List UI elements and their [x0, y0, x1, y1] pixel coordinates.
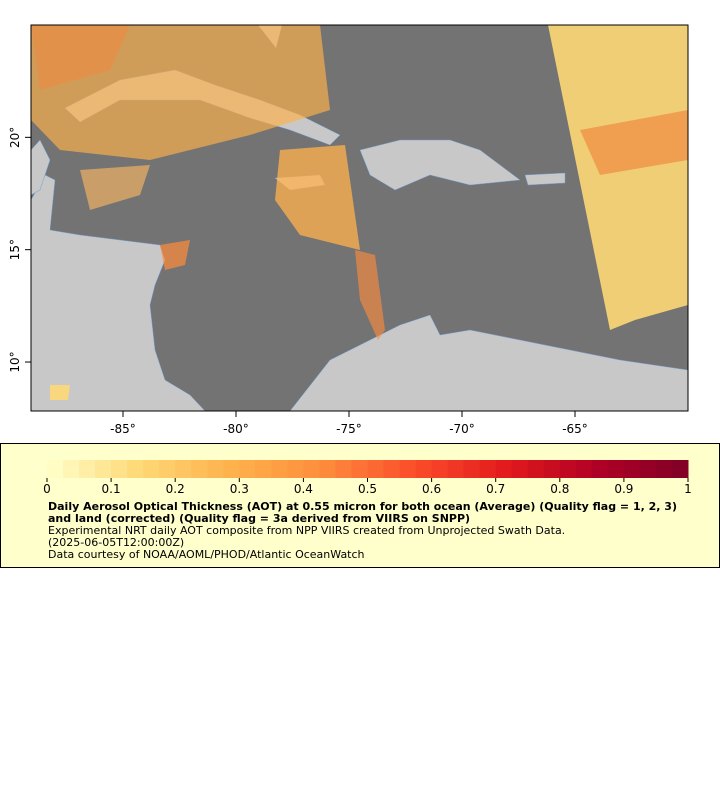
colorbar-cell [287, 460, 304, 478]
aerosol-patch [355, 250, 385, 340]
colorbar-tick-label: 0.9 [614, 482, 633, 496]
colorbar-cell [671, 460, 689, 478]
colorbar-cell [399, 460, 417, 478]
colorbar-tick-label: 0.4 [294, 482, 313, 496]
y-tick-label: 20° [8, 127, 22, 148]
south-america [289, 314, 688, 411]
colorbar-cell [271, 460, 288, 478]
colorbar-cell [335, 460, 352, 478]
colorbar: 0 0.1 0.2 0.3 0.4 0.5 0.6 0.7 0.8 0.9 1 [43, 460, 692, 496]
aerosol-field [31, 25, 688, 400]
colorbar-cell [175, 460, 192, 478]
colorbar-tick-label: 0.2 [166, 482, 185, 496]
x-tick-label: -85° [110, 422, 136, 436]
colorbar-cell [575, 460, 593, 478]
colorbar-cell [95, 460, 112, 478]
aerosol-patch [31, 25, 130, 90]
aerosol-patch [50, 385, 70, 400]
colorbar-cell [415, 460, 433, 478]
aerosol-swath [548, 25, 688, 330]
colorbar-cell [559, 460, 577, 478]
y-tick-label: 15° [8, 239, 22, 260]
colorbar-cell [447, 460, 465, 478]
aerosol-patch [80, 165, 150, 210]
colorbar-cell [511, 460, 529, 478]
legend-line: Data courtesy of NOAA/AOML/PHOD/Atlantic… [48, 548, 365, 561]
colorbar-tick-label: 0.3 [230, 482, 249, 496]
colorbar-tick-label: 0.6 [422, 482, 441, 496]
x-tick-label: -65° [562, 422, 588, 436]
colorbar-cell [127, 460, 144, 478]
colorbar-cell [47, 460, 64, 478]
x-tick-label: -75° [336, 422, 362, 436]
aerosol-patch [275, 145, 360, 250]
colorbar-cell [191, 460, 208, 478]
map-frame [30, 24, 689, 412]
colorbar-cell [223, 460, 240, 478]
colorbar-cell [111, 460, 128, 478]
colorbar-cell [303, 460, 320, 478]
aerosol-swath [580, 110, 688, 175]
colorbar-cell [639, 460, 657, 478]
axes: -85° -80° -75° -70° -65° 10° 15° 20° [8, 127, 588, 436]
colorbar-tick-label: 0.7 [486, 482, 505, 496]
colorbar-cell [591, 460, 609, 478]
x-tick-label: -80° [223, 422, 249, 436]
x-tick-label: -70° [449, 422, 475, 436]
colorbar-cell [351, 460, 368, 478]
colorbar-tick-label: 1 [684, 482, 692, 496]
colorbar-cell [207, 460, 224, 478]
map-area [31, 25, 688, 411]
aerosol-patch [160, 240, 190, 270]
colorbar-cell [543, 460, 561, 478]
hispaniola [359, 139, 521, 191]
legend-title: Daily Aerosol Optical Thickness (AOT) at… [48, 500, 677, 525]
colorbar-cell [319, 460, 336, 478]
colorbar-tick-label: 0 [43, 482, 51, 496]
colorbar-cell [239, 460, 256, 478]
colorbar-cell [159, 460, 176, 478]
colorbar-cell [527, 460, 545, 478]
colorbar-cell [431, 460, 449, 478]
land [31, 25, 688, 411]
legend-line: Experimental NRT daily AOT composite fro… [48, 524, 566, 537]
yucatan [31, 139, 51, 196]
y-tick-label: 10° [8, 351, 22, 372]
colorbar-cell [383, 460, 401, 478]
colorbar-cell [143, 460, 160, 478]
central-america [31, 174, 206, 411]
colorbar-cell [367, 460, 385, 478]
colorbar-cell [63, 460, 80, 478]
colorbar-cell [479, 460, 497, 478]
colorbar-cell [255, 460, 272, 478]
puerto-rico [524, 172, 566, 186]
colorbar-cell [79, 460, 96, 478]
legend-text: Daily Aerosol Optical Thickness (AOT) at… [48, 501, 678, 561]
colorbar-tick-label: 0.8 [550, 482, 569, 496]
colorbar-tick-label: 0.1 [102, 482, 121, 496]
colorbar-cell [655, 460, 673, 478]
colorbar-cell [495, 460, 513, 478]
colorbar-cell [463, 460, 481, 478]
colorbar-tick-label: 0.5 [358, 482, 377, 496]
colorbar-cell [623, 460, 641, 478]
legend-line: (2025-06-05T12:00:00Z) [48, 536, 185, 549]
colorbar-cell [607, 460, 625, 478]
